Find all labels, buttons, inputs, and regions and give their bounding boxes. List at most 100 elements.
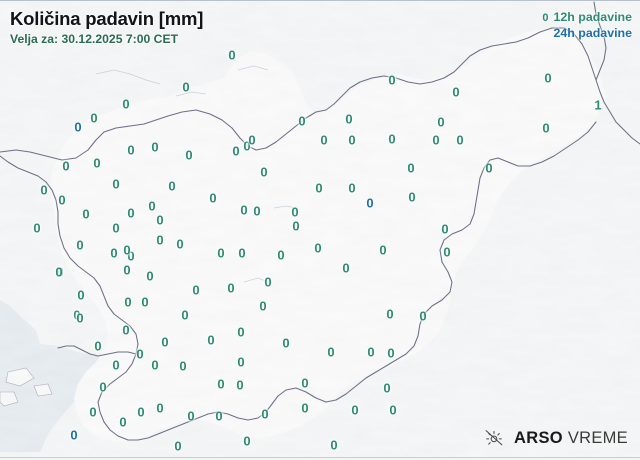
station-value-marker[interactable]: 0 (383, 380, 391, 396)
station-value-marker[interactable]: 0 (485, 160, 493, 176)
station-value-marker[interactable]: 0 (298, 113, 306, 129)
station-value-marker[interactable]: 0 (127, 142, 135, 158)
station-value-marker[interactable]: 0 (386, 306, 394, 322)
station-value-marker[interactable]: 0 (55, 264, 63, 280)
station-value-marker[interactable]: 0 (110, 245, 118, 261)
station-value-marker[interactable]: 0 (315, 180, 323, 196)
station-value-marker[interactable]: 0 (156, 400, 164, 416)
station-value-marker[interactable]: 0 (217, 376, 225, 392)
station-value-marker[interactable]: 0 (437, 114, 445, 130)
station-value-marker[interactable]: 0 (327, 344, 335, 360)
station-value-marker[interactable]: 0 (544, 70, 552, 86)
station-value-marker[interactable]: 0 (156, 232, 164, 248)
station-value-marker[interactable]: 0 (407, 160, 415, 176)
station-value-marker[interactable]: 0 (243, 138, 251, 154)
station-value-marker[interactable]: 0 (379, 242, 387, 258)
station-value-marker[interactable]: 0 (168, 178, 176, 194)
station-value-marker[interactable]: 0 (127, 248, 135, 264)
station-value-marker[interactable]: 0 (76, 237, 84, 253)
station-value-marker[interactable]: 0 (367, 344, 375, 360)
station-value-marker[interactable]: 0 (146, 268, 154, 284)
station-value-marker[interactable]: 0 (161, 334, 169, 350)
station-value-marker[interactable]: 0 (351, 402, 359, 418)
station-value-marker[interactable]: 0 (388, 131, 396, 147)
station-value-marker[interactable]: 0 (282, 335, 290, 351)
station-value-marker[interactable]: 0 (419, 308, 427, 324)
station-value-marker[interactable]: 0 (237, 324, 245, 340)
station-value-marker[interactable]: 0 (151, 139, 159, 155)
station-value-marker[interactable]: 0 (232, 143, 240, 159)
station-value-marker[interactable]: 0 (123, 242, 131, 258)
station-value-marker[interactable]: 0 (62, 158, 70, 174)
station-value-marker[interactable]: 0 (94, 338, 102, 354)
station-value-marker[interactable]: 0 (90, 110, 98, 126)
station-value-marker[interactable]: 0 (182, 79, 190, 95)
station-value-marker[interactable]: 0 (237, 354, 245, 370)
station-value-marker[interactable]: 0 (441, 221, 449, 237)
station-value-marker[interactable]: 0 (388, 72, 396, 88)
station-value-marker[interactable]: 0 (185, 147, 193, 163)
station-value-marker[interactable]: 0 (238, 245, 246, 261)
station-value-marker[interactable]: 0 (227, 280, 235, 296)
station-value-marker[interactable]: 0 (301, 400, 309, 416)
station-value-marker[interactable]: 0 (330, 437, 338, 453)
station-value-marker[interactable]: 0 (174, 438, 182, 454)
station-value-marker[interactable]: 0 (248, 132, 256, 148)
station-value-marker[interactable]: 0 (56, 264, 64, 280)
station-value-marker[interactable]: 0 (148, 198, 156, 214)
station-value-marker[interactable]: 0 (228, 47, 236, 63)
station-value-marker[interactable]: 0 (217, 245, 225, 261)
station-value-marker[interactable]: 0 (259, 298, 267, 314)
station-value-marker[interactable]: 0 (243, 433, 251, 449)
station-value-marker[interactable]: 0 (314, 240, 322, 256)
station-value-marker[interactable]: 0 (181, 307, 189, 323)
station-value-marker[interactable]: 0 (342, 260, 350, 276)
station-value-marker[interactable]: 0 (141, 294, 149, 310)
station-value-marker[interactable]: 0 (112, 357, 120, 373)
station-value-marker[interactable]: 0 (408, 189, 416, 205)
station-value-marker[interactable]: 0 (58, 192, 66, 208)
station-value-marker[interactable]: 0 (192, 282, 200, 298)
station-value-marker[interactable]: 0 (74, 119, 82, 135)
station-value-marker[interactable]: 0 (119, 414, 127, 430)
station-value-marker[interactable]: 0 (73, 307, 81, 323)
station-value-marker[interactable]: 0 (124, 294, 132, 310)
station-value-marker[interactable]: 0 (542, 120, 550, 136)
station-value-marker[interactable]: 0 (320, 132, 328, 148)
station-value-marker[interactable]: 0 (387, 345, 395, 361)
station-value-marker[interactable]: 0 (187, 408, 195, 424)
station-value-marker[interactable]: 0 (89, 404, 97, 420)
station-value-marker[interactable]: 0 (77, 287, 85, 303)
station-value-marker[interactable]: 0 (240, 202, 248, 218)
station-value-marker[interactable]: 0 (112, 176, 120, 192)
station-value-marker[interactable]: 0 (122, 96, 130, 112)
station-value-marker[interactable]: 0 (348, 180, 356, 196)
station-value-marker[interactable]: 0 (207, 332, 215, 348)
station-value-marker[interactable]: 0 (123, 262, 131, 278)
station-value-marker[interactable]: 0 (33, 220, 41, 236)
station-value-marker[interactable]: 0 (432, 132, 440, 148)
station-value-marker[interactable]: 0 (127, 205, 135, 221)
station-value-marker[interactable]: 0 (253, 203, 261, 219)
station-value-marker[interactable]: 0 (112, 220, 120, 236)
station-value-marker[interactable]: 0 (70, 427, 78, 443)
arso-vreme-logo[interactable]: ARSO VREME (484, 428, 628, 448)
station-value-marker[interactable]: 0 (260, 164, 268, 180)
station-value-marker[interactable]: 1 (594, 97, 602, 113)
station-value-marker[interactable]: 0 (236, 377, 244, 393)
station-value-marker[interactable]: 0 (136, 346, 144, 362)
station-value-marker[interactable]: 0 (301, 375, 309, 391)
station-value-marker[interactable]: 0 (452, 84, 460, 100)
station-value-marker[interactable]: 0 (82, 206, 90, 222)
station-value-marker[interactable]: 0 (292, 218, 300, 234)
station-value-marker[interactable]: 0 (443, 244, 451, 260)
station-value-marker[interactable]: 0 (93, 155, 101, 171)
station-value-marker[interactable]: 0 (345, 111, 353, 127)
station-value-marker[interactable]: 0 (456, 132, 464, 148)
station-value-marker[interactable]: 0 (151, 357, 159, 373)
station-value-marker[interactable]: 0 (209, 190, 217, 206)
station-value-marker[interactable]: 0 (40, 182, 48, 198)
station-value-marker[interactable]: 0 (291, 204, 299, 220)
station-value-marker[interactable]: 0 (215, 408, 223, 424)
station-value-marker[interactable]: 0 (122, 322, 130, 338)
